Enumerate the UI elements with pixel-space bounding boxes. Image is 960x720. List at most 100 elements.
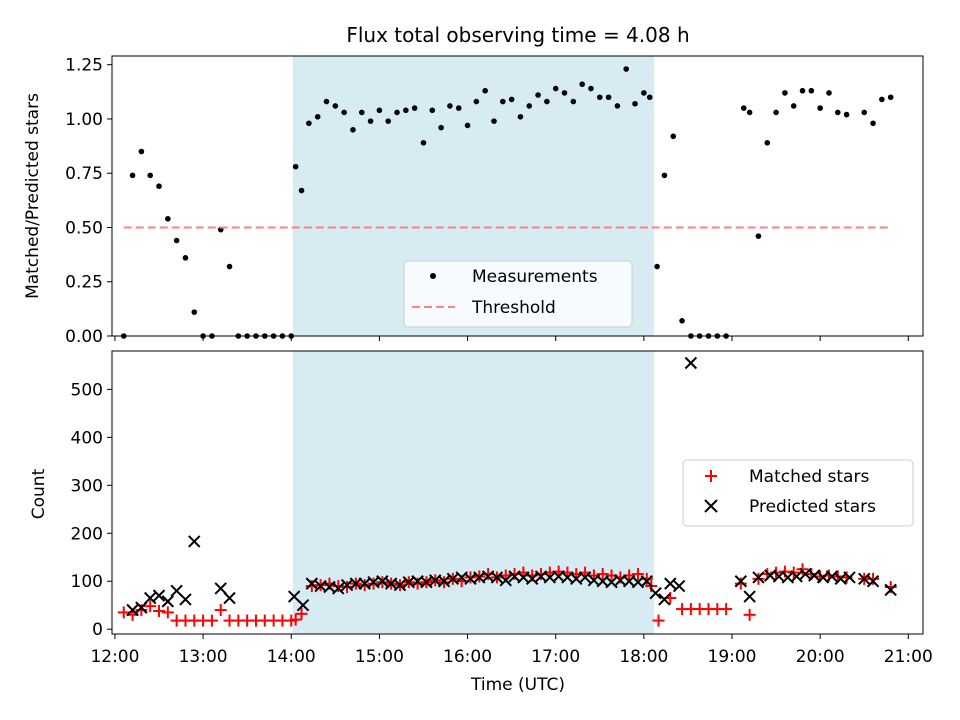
measurement-point xyxy=(764,140,771,146)
measurement-point xyxy=(834,109,841,116)
measurement-point xyxy=(870,120,876,127)
x-axis-label: Time (UTC) xyxy=(470,675,565,695)
predicted-star-point xyxy=(684,356,698,370)
measurement-point xyxy=(292,163,299,170)
x-tick-label: 17:00 xyxy=(531,647,580,667)
matched-star-point xyxy=(743,608,756,621)
matched-star-point xyxy=(214,604,227,617)
measurement-point xyxy=(173,237,180,244)
bottom-axes-frame xyxy=(111,350,924,635)
predicted-star-point xyxy=(499,574,512,587)
measurement-point xyxy=(438,124,444,131)
x-tick-label: 18:00 xyxy=(619,647,668,667)
measurement-point xyxy=(623,66,630,72)
measurement-point xyxy=(799,87,806,94)
measurement-point xyxy=(782,90,788,96)
count-panel: 0 100 200 300 400 500 12:00 13:00 14:00 15:00 16:… xyxy=(29,350,933,695)
predicted-star-point xyxy=(376,575,389,588)
matched-star-point xyxy=(205,614,218,627)
measurement-point xyxy=(447,103,453,109)
matched-star-point xyxy=(734,577,747,590)
measurement-point xyxy=(552,85,559,92)
x-tick-label: 19:00 xyxy=(708,647,757,667)
matched-star-point xyxy=(153,604,166,617)
predicted-star-point xyxy=(672,579,686,593)
measurement-point xyxy=(350,126,356,133)
matched-star-point xyxy=(752,572,765,585)
matched-star-point xyxy=(358,579,371,592)
measurement-point xyxy=(473,98,480,105)
measurement-point xyxy=(746,109,753,116)
measurement-point xyxy=(535,92,541,98)
matched-star-point xyxy=(161,606,174,619)
matched-star-point xyxy=(796,563,809,576)
measurement-point xyxy=(182,255,189,261)
measurement-point xyxy=(314,113,321,120)
measurement-point xyxy=(614,103,621,109)
predicted-star-point xyxy=(296,599,310,612)
measurement-point xyxy=(226,263,233,270)
predicted-star-point xyxy=(658,593,671,606)
matched-star-point xyxy=(289,613,302,626)
predicted-star-point xyxy=(393,578,407,592)
predicted-star-point xyxy=(743,590,756,603)
measurement-point xyxy=(358,109,365,116)
predicted-star-point xyxy=(214,582,227,595)
measurement-point xyxy=(517,113,524,120)
measurement-point xyxy=(861,109,868,116)
matched-star-point xyxy=(720,603,733,616)
legend-matched-marker xyxy=(705,470,717,482)
y-tick-label: 100 xyxy=(71,572,103,592)
measurement-point xyxy=(654,263,660,270)
measurement-point xyxy=(411,105,418,111)
measurement-point xyxy=(420,140,427,146)
matched-star-point xyxy=(508,568,521,581)
chart-title: Flux total observing time = 4.08 h xyxy=(346,23,689,47)
x-tick-label: 20:00 xyxy=(796,647,845,667)
measurement-point xyxy=(755,233,762,239)
measurement-point xyxy=(843,111,850,118)
measurement-point xyxy=(394,109,400,116)
measurement-point xyxy=(605,94,612,101)
x-tick-label: 12:00 xyxy=(90,647,139,667)
measurement-point xyxy=(147,172,153,179)
measurement-point xyxy=(482,87,488,94)
matched-star-point xyxy=(482,568,495,581)
x-tick-label: 16:00 xyxy=(443,647,492,667)
matched-star-point xyxy=(596,568,609,581)
predicted-star-point xyxy=(305,577,319,590)
measurement-point xyxy=(306,120,312,127)
measurement-point xyxy=(464,122,471,129)
measurement-point xyxy=(500,98,506,105)
predicted-star-point xyxy=(152,589,166,602)
predicted-star-point xyxy=(649,587,662,600)
legend-measurements-label: Measurements xyxy=(472,267,598,287)
y-tick-label: 0.25 xyxy=(65,273,103,293)
x-tick-label: 15:00 xyxy=(355,647,404,667)
predicted-star-point xyxy=(858,572,871,586)
matched-star-point xyxy=(640,572,653,585)
measurement-point xyxy=(191,309,198,315)
top-y-axis-label: Matched/Predicted stars xyxy=(23,93,43,299)
y-tick-label: 300 xyxy=(71,476,103,496)
matched-star-point xyxy=(144,600,157,613)
measurement-point xyxy=(491,118,497,124)
predicted-star-point xyxy=(640,575,653,588)
measurement-point xyxy=(596,94,603,101)
measurement-point xyxy=(403,107,409,114)
measurement-point xyxy=(367,118,374,124)
legend-threshold-label: Threshold xyxy=(471,298,556,318)
measurement-point xyxy=(646,94,653,101)
predicted-star-point xyxy=(143,591,157,605)
measurement-point xyxy=(790,103,797,109)
y-tick-label: 1.00 xyxy=(65,110,103,130)
predicted-star-point xyxy=(490,571,504,584)
y-tick-label: 0 xyxy=(92,620,103,640)
measurement-point xyxy=(332,103,339,109)
predicted-star-point xyxy=(223,591,236,605)
x-tick-label: 21:00 xyxy=(884,647,933,667)
predicted-star-point xyxy=(179,593,192,606)
predicted-star-point xyxy=(332,582,345,595)
measurement-point xyxy=(156,183,162,190)
